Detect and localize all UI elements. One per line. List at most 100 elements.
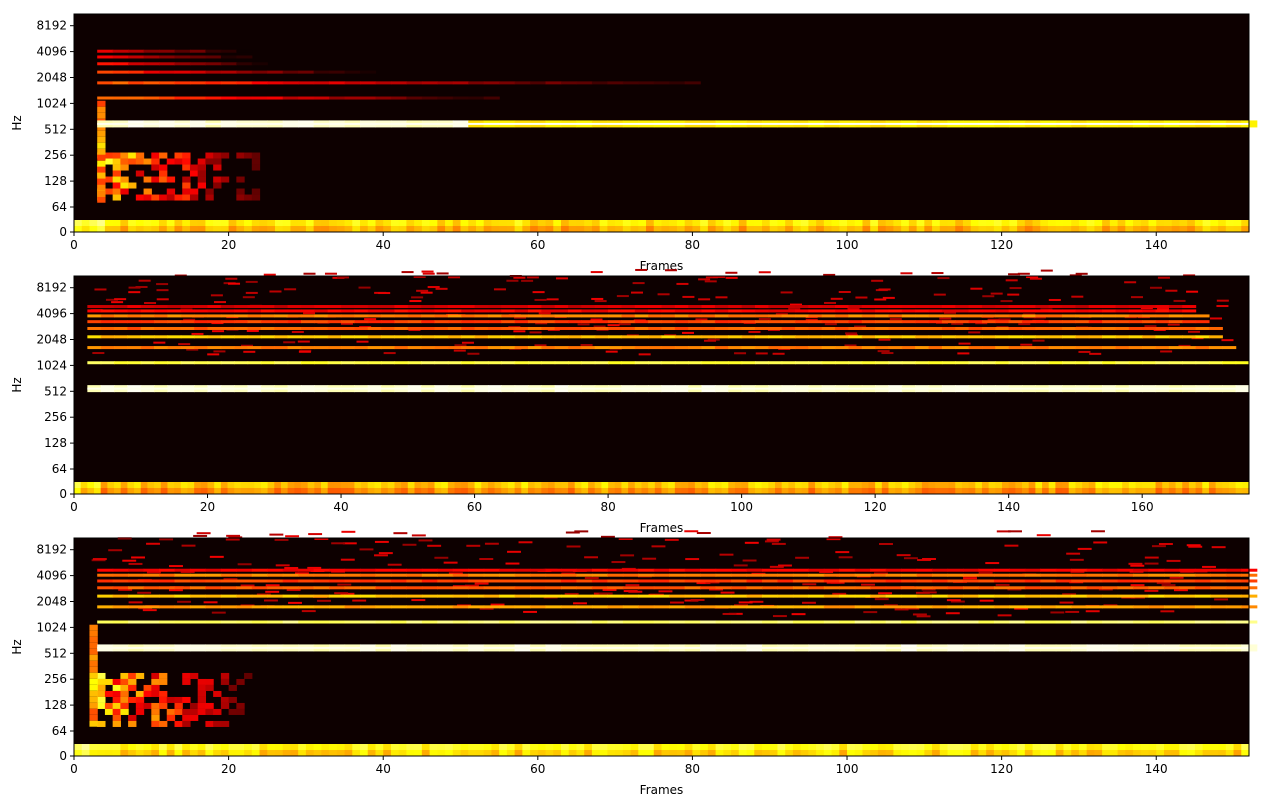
dc-band-cell (861, 488, 870, 494)
dc-band-cell (1117, 750, 1126, 756)
onset-column-cell (97, 130, 106, 137)
dc-band-cell (1171, 744, 1181, 750)
dc-band-cell (1218, 220, 1227, 226)
dc-band-cell (305, 750, 315, 756)
dc-band-cell (406, 226, 415, 232)
harmonic-band-segment (688, 309, 703, 313)
noise-fleck (696, 582, 711, 585)
noise-fleck (835, 551, 850, 554)
dc-band-cell (748, 488, 756, 494)
harmonic-band-segment (932, 620, 949, 624)
harmonic-band-segment (367, 305, 382, 309)
harmonic-band-segment (1102, 314, 1117, 318)
dc-band-cell (707, 226, 717, 232)
dc-band-cell (274, 750, 284, 756)
dc-band-cell (1202, 226, 1211, 232)
onset-column-cell (89, 648, 98, 655)
harmonic-band-segment (434, 326, 449, 330)
dc-band-cell (1218, 750, 1227, 756)
harmonic-band-segment (1225, 605, 1242, 609)
noise-fleck (209, 555, 224, 558)
dc-band-cell (352, 744, 361, 750)
harmonic-band-segment (251, 568, 268, 572)
dc-band-cell (1215, 482, 1223, 488)
onset-blob-cell (104, 708, 114, 715)
harmonic-band-segment (154, 326, 169, 330)
harmonic-band-segment (483, 605, 500, 609)
harmonic-band-segment (674, 361, 689, 365)
dc-band-cell (287, 488, 295, 494)
dc-band-cell (962, 220, 972, 226)
dc-band-cell (1179, 744, 1188, 750)
noise-fleck (269, 290, 282, 293)
dc-band-cell (481, 482, 489, 488)
harmonic-band-segment (287, 320, 302, 324)
harmonic-band-segment (653, 586, 670, 590)
dc-band-cell (715, 744, 724, 750)
dc-band-cell (692, 220, 701, 226)
onset-blob-cell (112, 690, 121, 697)
dc-band-cell (684, 750, 694, 756)
onset-blob-cell (228, 708, 237, 715)
noise-fleck (285, 535, 300, 538)
harmonic-band-segment (888, 335, 903, 339)
dc-band-cell (97, 220, 106, 226)
noise-fleck (245, 280, 258, 283)
dc-band-cell (746, 220, 755, 226)
onset-blob-cell (205, 702, 214, 709)
dc-band-cell (707, 744, 717, 750)
noise-fleck (210, 294, 223, 297)
onset-blob-cell (182, 188, 191, 195)
harmonic-band-segment (483, 573, 500, 577)
harmonic-band-segment (180, 346, 195, 350)
onset-column-cell (89, 654, 98, 661)
noise-fleck (709, 588, 723, 591)
noise-fleck (682, 295, 695, 298)
dc-band-cell (955, 220, 964, 226)
dc-band-cell (828, 482, 836, 488)
noise-fleck (159, 538, 174, 541)
noise-fleck (393, 532, 408, 535)
harmonic-band-segment (394, 309, 409, 313)
noise-fleck (877, 350, 890, 353)
harmonic-band-segment (327, 346, 342, 350)
harmonic-band-segment (901, 605, 918, 609)
harmonic-band-segment (731, 568, 748, 572)
dc-band-cell (921, 488, 930, 494)
noise-fleck (591, 297, 604, 300)
dc-band-cell (74, 488, 82, 494)
dc-band-cell (561, 744, 570, 750)
harmonic-band-segment (314, 361, 329, 365)
harmonic-band-segment (298, 594, 315, 598)
dc-band-cell (1168, 482, 1177, 488)
onset-blob-cell (166, 696, 176, 703)
noise-fleck (594, 300, 607, 303)
dc-band-cell (1055, 226, 1065, 232)
dc-band-cell (1156, 226, 1165, 232)
dc-band-cell (143, 750, 152, 756)
harmonic-band-segment (97, 568, 114, 572)
harmonic-band-segment (390, 81, 408, 85)
dc-band-cell (1108, 488, 1117, 494)
y-tick-label: 64 (52, 462, 67, 476)
dc-band-cell (537, 220, 547, 226)
harmonic-band-segment (483, 81, 500, 85)
dc-band-cell (414, 488, 422, 494)
spectrogram-2-heatmap (74, 268, 1250, 494)
dc-band-cell (622, 750, 632, 756)
dc-band-cell (87, 488, 95, 494)
harmonic-band-segment (530, 586, 547, 590)
harmonic-band-segment (87, 361, 102, 365)
harmonic-band-segment (978, 605, 995, 609)
dc-band-cell (1024, 750, 1034, 756)
dc-band-cell (1024, 744, 1034, 750)
harmonic-band-segment (621, 335, 636, 339)
harmonic-band-segment (1168, 346, 1183, 350)
harmonic-band-segment (1009, 605, 1026, 609)
dc-band-cell (648, 482, 656, 488)
dc-band-cell (507, 482, 516, 488)
dc-band-cell (452, 226, 462, 232)
harmonic-band-segment (581, 309, 596, 313)
harmonic-band-segment (875, 326, 890, 330)
